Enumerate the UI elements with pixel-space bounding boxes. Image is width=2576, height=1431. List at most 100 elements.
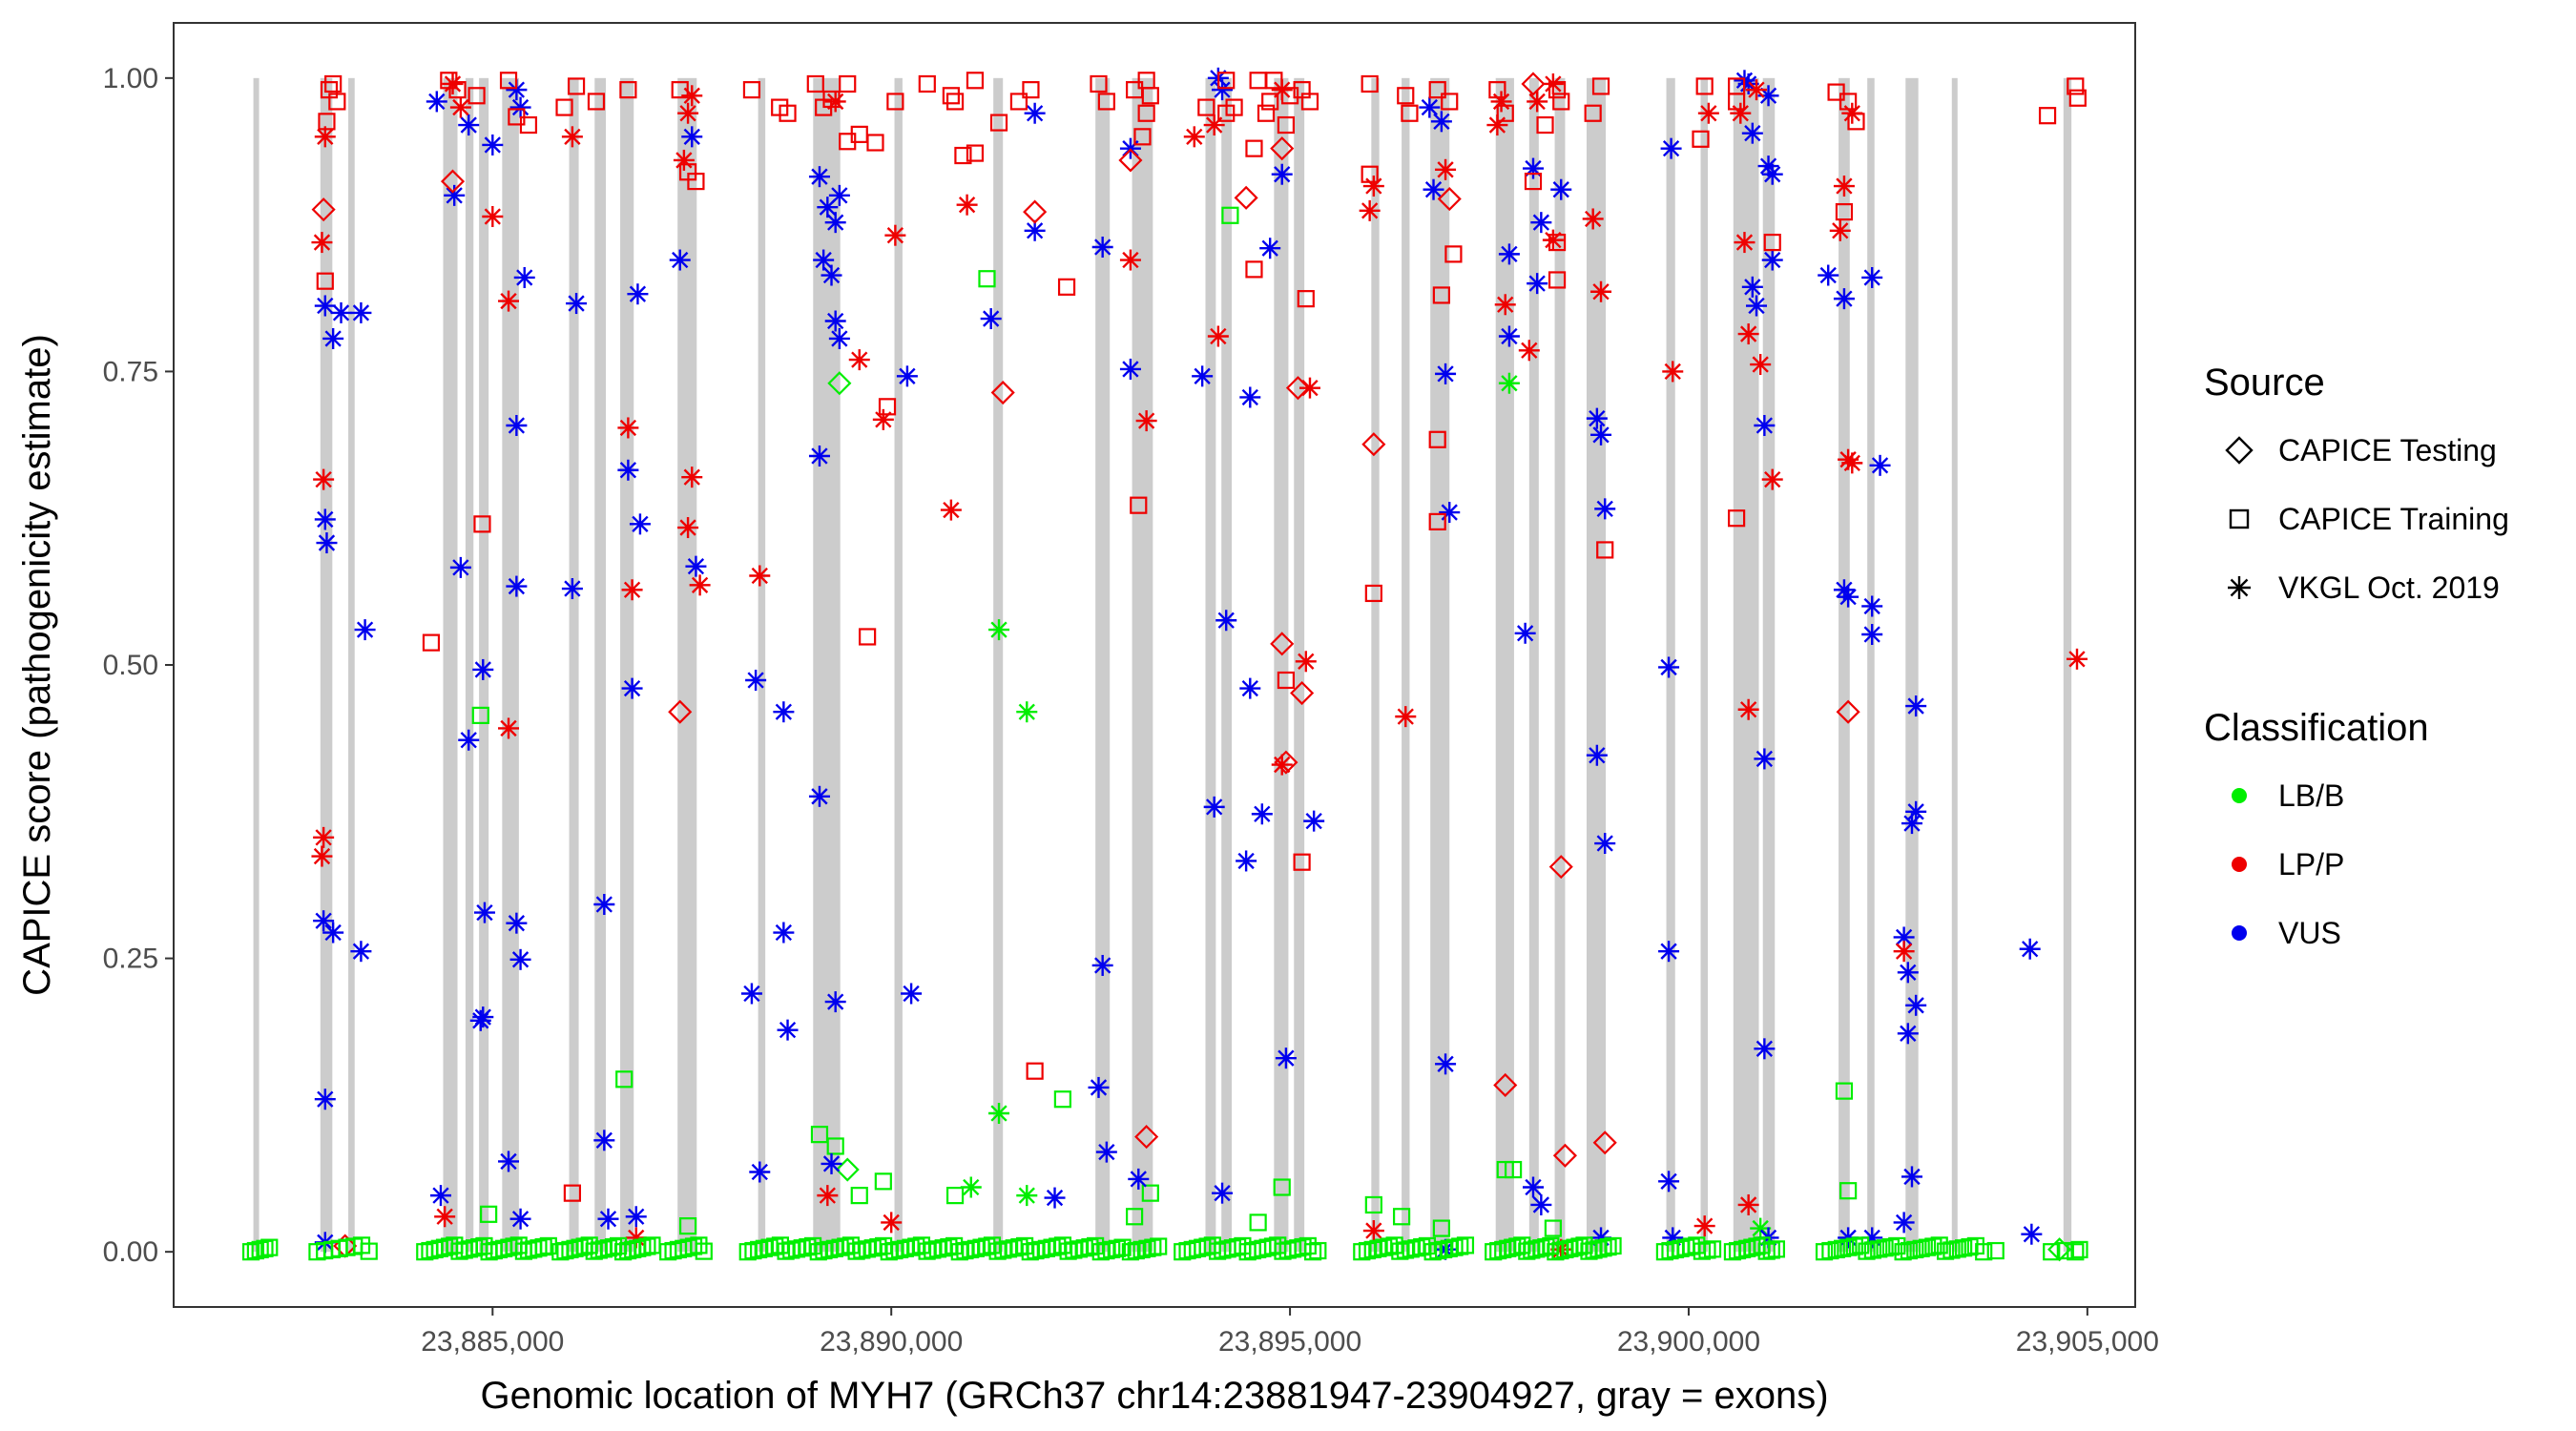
point-train-lbb xyxy=(1900,1241,1919,1260)
point-train-lbb xyxy=(638,1237,656,1255)
exon-bands xyxy=(253,77,2072,1253)
point-vkgl-lpp xyxy=(1737,1193,1759,1215)
point-vkgl-vus xyxy=(1430,111,1452,133)
point-train-lbb xyxy=(810,1126,829,1144)
point-train-lpp xyxy=(1835,202,1854,221)
point-vkgl-vus xyxy=(828,327,850,349)
point-vkgl-lpp xyxy=(449,96,471,118)
point-vkgl-vus xyxy=(354,619,376,641)
exon-band-28 xyxy=(1586,77,1607,1253)
point-train-lpp xyxy=(839,74,857,93)
point-train-lbb xyxy=(1298,1236,1317,1255)
point-train-lpp xyxy=(448,81,467,99)
x-tick-label: 23,890,000 xyxy=(820,1326,963,1358)
point-train-lbb xyxy=(534,1237,552,1256)
point-vkgl-vus xyxy=(1423,178,1444,200)
point-train-lpp xyxy=(942,87,960,105)
point-vkgl-vus xyxy=(1091,954,1113,976)
x-axis-title: Genomic location of MYH7 (GRCh37 chr14:2… xyxy=(480,1375,1828,1417)
point-vkgl-vus xyxy=(1303,810,1325,832)
point-train-lbb xyxy=(615,1070,634,1089)
point-test-lpp xyxy=(668,699,693,724)
point-vkgl-lpp xyxy=(434,1206,456,1228)
point-train-lbb xyxy=(1150,1237,1168,1255)
point-train-lbb xyxy=(1375,1238,1393,1256)
point-train-lbb xyxy=(1103,1240,1121,1259)
point-train-lpp xyxy=(954,146,972,165)
point-train-lpp xyxy=(1763,233,1781,252)
exon-band-31 xyxy=(1733,77,1759,1253)
point-train-lbb xyxy=(2070,1240,2088,1259)
point-vkgl-vus xyxy=(509,96,531,118)
point-vkgl-lpp xyxy=(681,467,703,488)
point-train-lbb xyxy=(1845,1237,1863,1255)
point-vkgl-vus xyxy=(1594,498,1616,520)
point-train-lbb xyxy=(1821,1241,1839,1260)
point-vkgl-lpp xyxy=(1518,340,1540,362)
point-vkgl-lpp xyxy=(498,717,520,739)
legend-diamond-icon xyxy=(2225,436,2254,465)
point-vkgl-vus xyxy=(561,578,583,600)
point-train-lpp xyxy=(1277,671,1296,690)
point-train-lpp xyxy=(519,115,538,135)
point-train-lpp xyxy=(742,81,761,99)
point-vkgl-lpp xyxy=(1737,698,1759,720)
exon-band-26 xyxy=(1528,77,1539,1253)
point-test-lbb xyxy=(827,371,852,396)
point-train-lbb xyxy=(1126,1208,1144,1226)
exon-band-17 xyxy=(1132,77,1153,1253)
point-vkgl-lbb xyxy=(988,1102,1010,1124)
point-vkgl-lpp xyxy=(1359,199,1381,221)
point-train-lbb xyxy=(1309,1241,1327,1260)
point-vkgl-vus xyxy=(1861,624,1883,646)
y-tick-label: 0.00 xyxy=(103,1236,158,1268)
point-train-lbb xyxy=(256,1239,274,1257)
point-train-lbb xyxy=(1141,1184,1159,1202)
point-train-lbb xyxy=(241,1243,260,1261)
point-train-lbb xyxy=(1108,1239,1126,1257)
legend: Source CAPICE Testing CAPICE Training VK… xyxy=(2204,362,2509,950)
point-train-lpp xyxy=(1141,87,1159,105)
point-train-lbb xyxy=(1852,1236,1870,1255)
point-vkgl-vus xyxy=(1905,994,1927,1016)
point-vkgl-vus xyxy=(509,948,531,970)
point-vkgl-vus xyxy=(2019,938,2041,960)
legend-vus-dot-icon xyxy=(2232,925,2247,941)
point-vkgl-lpp xyxy=(1183,126,1205,148)
point-vkgl-vus xyxy=(808,445,830,467)
point-train-lpp xyxy=(1297,290,1315,308)
point-vkgl-lpp xyxy=(1362,1220,1384,1242)
point-vkgl-vus xyxy=(627,283,649,305)
point-vkgl-lpp xyxy=(681,85,703,107)
point-vkgl-lpp xyxy=(1435,158,1457,180)
point-train-lbb xyxy=(2043,1243,2061,1261)
point-vkgl-vus xyxy=(314,508,336,530)
legend-lbb-dot-icon xyxy=(2232,788,2247,803)
point-train-lpp xyxy=(2068,89,2087,107)
point-train-lpp xyxy=(422,633,441,652)
point-vkgl-vus xyxy=(1498,243,1520,265)
point-train-lpp xyxy=(467,87,486,105)
point-train-lbb xyxy=(1392,1208,1411,1226)
point-test-lpp xyxy=(1552,1143,1577,1168)
point-train-lpp xyxy=(1197,98,1215,116)
axis-ticks: 0.00 0.25 0.50 0.75 1.00 23,885,000 23,890,000… xyxy=(103,63,2159,1358)
point-train-lpp xyxy=(473,515,491,533)
point-vkgl-vus xyxy=(314,1089,336,1110)
point-vkgl-vus xyxy=(1530,212,1552,234)
legend-capice-training: CAPICE Training xyxy=(2278,502,2509,536)
point-vkgl-lpp xyxy=(1582,208,1604,230)
point-vkgl-vus xyxy=(458,114,480,136)
point-train-lbb xyxy=(1767,1240,1786,1258)
point-vkgl-lpp xyxy=(1542,73,1564,94)
point-vkgl-vus xyxy=(1435,1053,1457,1075)
point-train-lpp xyxy=(440,72,458,90)
point-train-lbb xyxy=(1858,1242,1876,1260)
point-vkgl-vus xyxy=(1901,1166,1922,1188)
point-train-lbb xyxy=(1303,1243,1322,1261)
point-train-lbb xyxy=(1975,1243,1993,1261)
point-train-lbb xyxy=(826,1137,844,1155)
point-vkgl-vus xyxy=(593,893,615,915)
exon-band-34 xyxy=(1867,77,1875,1253)
point-train-lbb xyxy=(874,1172,892,1191)
